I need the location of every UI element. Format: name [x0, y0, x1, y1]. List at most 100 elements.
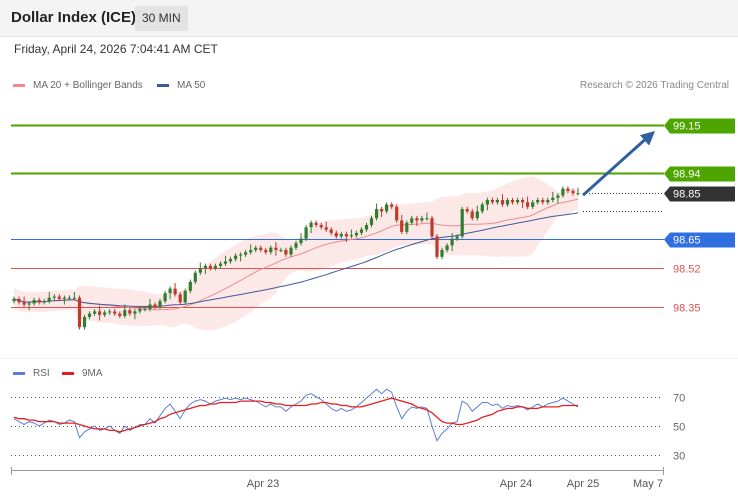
candle-body	[193, 272, 197, 282]
candle-body	[234, 255, 238, 260]
candle-body	[541, 200, 545, 203]
header-bar: Dollar Index (ICE) 30 MIN	[0, 0, 738, 37]
candle-body	[329, 229, 333, 233]
candle-body	[516, 200, 520, 203]
candle-body	[198, 268, 202, 273]
candle-body	[344, 234, 348, 237]
candle-body	[364, 225, 369, 230]
candle-body	[490, 200, 494, 203]
candle-body	[385, 204, 389, 212]
candle-body	[158, 301, 162, 307]
rsi-tick-70: 70	[673, 393, 685, 405]
candle-body	[561, 188, 565, 196]
time-tick-label: Apr 23	[247, 478, 279, 490]
candle-body	[223, 261, 228, 264]
candle-body	[188, 281, 192, 291]
candle-body	[259, 247, 263, 250]
candle-body	[415, 218, 419, 221]
candle-body	[17, 298, 21, 303]
candle-body	[445, 245, 449, 250]
candle-body	[168, 288, 172, 294]
bollinger-band	[14, 176, 578, 331]
candle-body	[249, 250, 253, 253]
candle-body	[546, 200, 550, 203]
candle-body	[254, 247, 258, 250]
time-tick-label: Apr 25	[567, 478, 599, 490]
candle-body	[505, 200, 510, 205]
candle-body	[82, 317, 87, 328]
candle-body	[425, 218, 429, 220]
candle-body	[163, 293, 167, 302]
candle-body	[571, 190, 575, 194]
candle-body	[103, 312, 107, 315]
candle-body	[405, 222, 409, 232]
candle-body	[228, 259, 233, 262]
candle-body	[138, 309, 142, 312]
candle-body	[480, 204, 484, 212]
candle-body	[153, 304, 157, 307]
candle-body	[450, 238, 454, 246]
candle-body	[113, 311, 117, 314]
candle-body	[269, 247, 273, 253]
rsi-legend-label: RSI	[33, 368, 50, 379]
candle-body	[133, 311, 137, 314]
candle-body	[390, 204, 394, 207]
rsi-tick-30: 30	[673, 451, 685, 463]
panel-divider	[0, 358, 738, 359]
candle-body	[430, 218, 434, 237]
candle-body	[299, 238, 303, 244]
date-stamp: Friday, April 24, 2026 7:04:41 AM CET	[14, 42, 218, 56]
candle-body	[12, 298, 16, 302]
candle-body	[289, 247, 293, 255]
credit-text: Research © 2026 Trading Central	[579, 80, 729, 91]
candle-body	[556, 195, 560, 198]
legend-rsi: RSI	[13, 368, 50, 379]
level-value-98.85: 98.85	[673, 189, 701, 201]
candle-body	[526, 202, 530, 207]
candle-body	[440, 250, 444, 257]
candle-body	[319, 225, 323, 228]
rsi-ma-swatch	[62, 372, 74, 375]
level-tag-98.85	[664, 186, 735, 202]
candle-body	[375, 209, 379, 219]
rsi-ma-legend-label: 9MA	[82, 368, 103, 379]
candle-body	[309, 222, 313, 228]
level-tag-99.15	[664, 118, 735, 134]
candle-body	[208, 265, 212, 269]
candle-body	[123, 310, 127, 316]
candle-body	[27, 303, 31, 305]
ma50-legend-label: MA 50	[177, 80, 206, 91]
candle-body	[410, 218, 414, 223]
candle-body	[455, 236, 459, 239]
level-tag-98.65	[664, 232, 735, 248]
ma50-line	[13, 212, 579, 308]
candle-body	[128, 310, 132, 314]
candle-body	[566, 188, 570, 191]
candle-body	[264, 250, 268, 253]
candle-body	[369, 218, 374, 225]
candle-body	[354, 233, 358, 236]
candle-body	[67, 297, 71, 299]
candle-body	[244, 252, 248, 255]
candle-body	[62, 297, 66, 299]
candle-body	[279, 250, 283, 251]
candle-body	[324, 227, 328, 230]
candle-body	[143, 309, 147, 311]
candle-body	[521, 200, 525, 203]
candle-body	[510, 200, 515, 203]
candle-body	[72, 297, 76, 299]
candle-body	[118, 313, 122, 316]
candle-body	[37, 300, 41, 303]
forecast-arrow-head	[639, 131, 655, 146]
candle-body	[284, 250, 288, 255]
timeframe-button[interactable]: 30 MIN	[135, 6, 188, 31]
rsi-tick-50: 50	[673, 422, 685, 434]
candle-body	[183, 290, 187, 303]
rsi-ma-line	[13, 397, 578, 433]
candle-body	[294, 243, 298, 248]
candle-body	[460, 209, 464, 237]
candle-body	[32, 300, 36, 304]
candle-body	[395, 206, 399, 221]
